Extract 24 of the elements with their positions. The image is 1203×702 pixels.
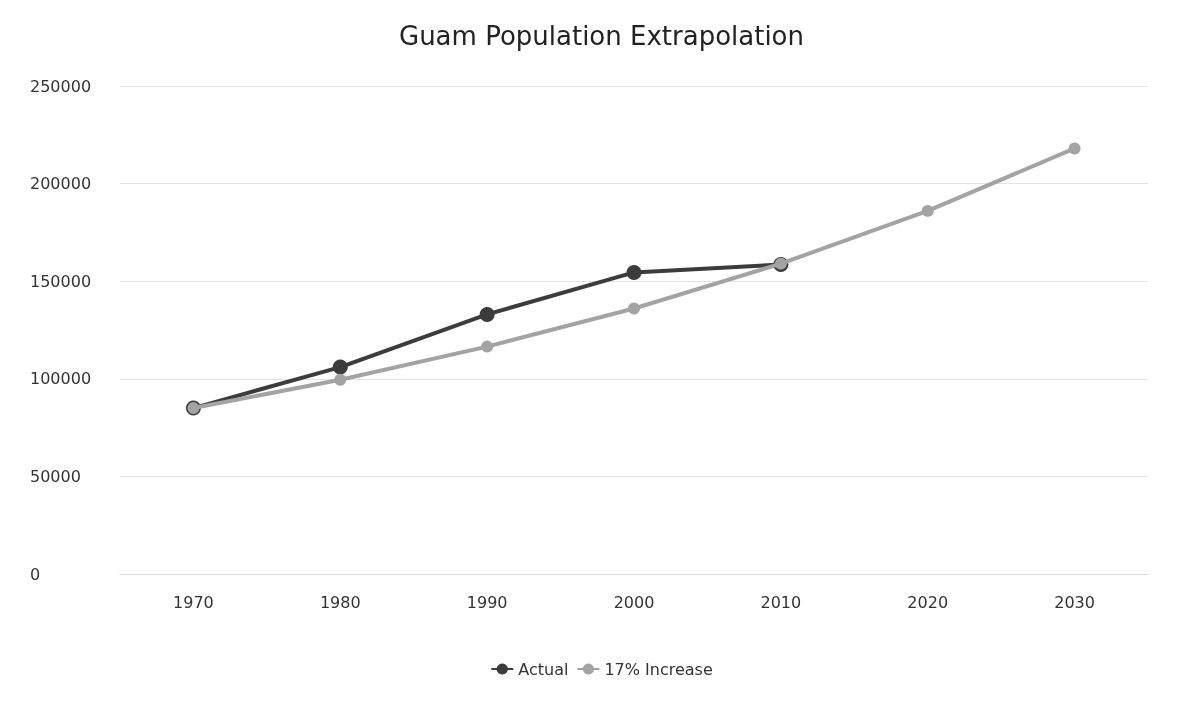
x-tick-label: 1990 <box>466 592 508 612</box>
legend-label: 17% Increase <box>604 659 713 679</box>
point <box>628 302 640 315</box>
x-tick-label: 2010 <box>760 592 802 612</box>
x-tick-label: 1980 <box>319 592 361 612</box>
x-tick-label: 2000 <box>613 592 655 612</box>
y-tick-label: 100000 <box>30 369 92 389</box>
point <box>334 373 347 386</box>
point <box>481 340 494 353</box>
legend-label: Actual <box>518 659 569 679</box>
point <box>921 204 934 217</box>
point <box>479 306 495 322</box>
x-tick-label: 2020 <box>907 592 949 612</box>
y-tick-label: 200000 <box>30 174 92 194</box>
x-tick-label: 2030 <box>1054 592 1095 612</box>
point <box>1068 142 1081 155</box>
x-tick-label: 1970 <box>173 592 214 612</box>
chart-title: Guam Population Extrapolation <box>398 21 805 51</box>
point <box>332 359 348 375</box>
y-tick-label: 250000 <box>30 76 92 96</box>
point <box>626 264 642 280</box>
y-tick-label: 50000 <box>30 466 81 486</box>
y-tick-label: 0 <box>30 564 41 584</box>
y-tick-label: 150000 <box>30 271 92 291</box>
